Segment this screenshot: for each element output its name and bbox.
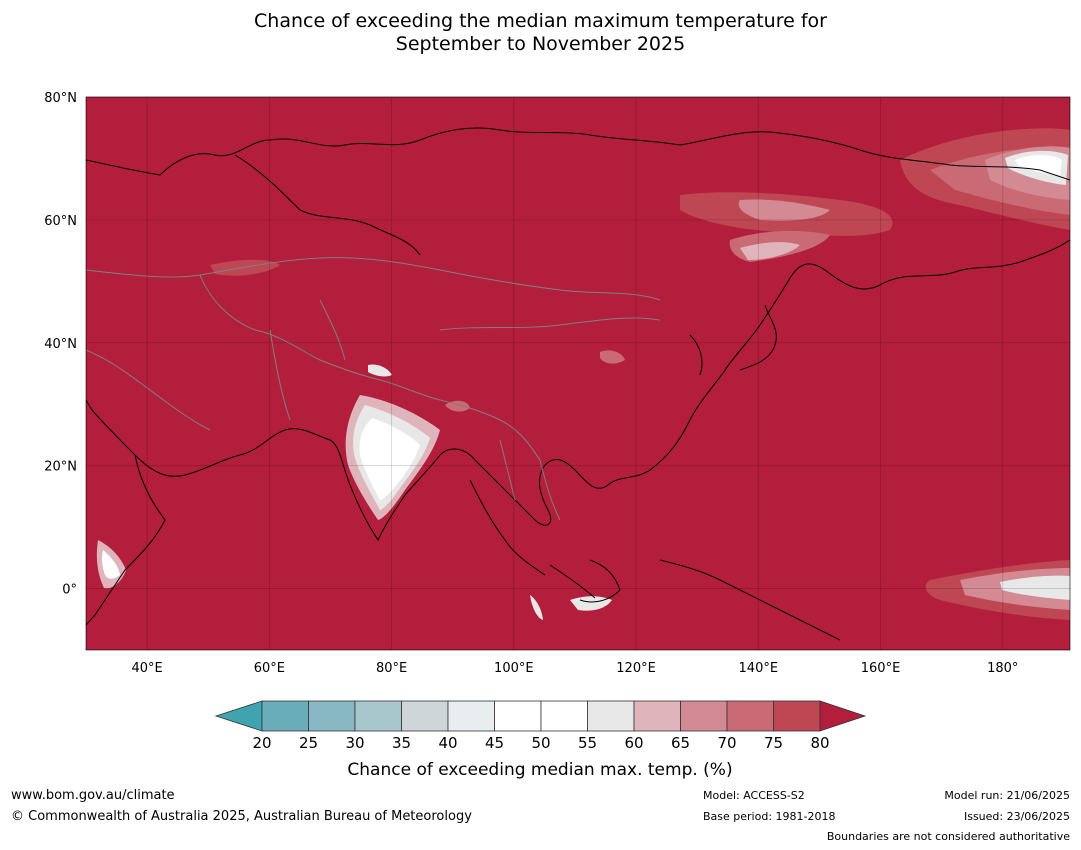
- colorbar-tick-label: 60: [624, 734, 643, 752]
- colorbar-under-arrow: [214, 700, 263, 732]
- map-frame: [85, 96, 1071, 651]
- colorbar-tick-label: 30: [345, 734, 364, 752]
- coastlines: [86, 127, 1070, 641]
- lon-tick-label: 40°E: [131, 661, 162, 676]
- website-link[interactable]: www.bom.gov.au/climate: [11, 788, 175, 803]
- colorbar-tick-label: 20: [252, 734, 271, 752]
- colorbar-tick-label: 45: [485, 734, 504, 752]
- disclaimer-text: Boundaries are not considered authoritat…: [826, 830, 1070, 843]
- colorbar-segment: [401, 700, 449, 732]
- latitude-labels: 80°N 60°N 40°N 20°N 0°: [44, 91, 77, 598]
- colorbar-segment: [773, 700, 821, 732]
- colorbar-segment: [680, 700, 728, 732]
- lat-tick-label: 80°N: [44, 91, 77, 106]
- colorbar-segment: [494, 700, 542, 732]
- model-run-text: Model run: 21/06/2025: [944, 789, 1070, 802]
- lon-tick-label: 100°E: [494, 661, 534, 676]
- lon-tick-label: 80°E: [376, 661, 407, 676]
- probability-overlays: [86, 127, 1070, 641]
- colorbar-over-arrow: [819, 700, 867, 732]
- colorbar-label: Chance of exceeding median max. temp. (%…: [347, 760, 732, 780]
- lat-tick-label: 40°N: [44, 337, 77, 352]
- lon-tick-label: 60°E: [254, 661, 285, 676]
- colorbar-tick-label: 40: [438, 734, 457, 752]
- lon-tick-label: 180°: [987, 661, 1018, 676]
- colorbar-tick-label: 70: [717, 734, 736, 752]
- model-text: Model: ACCESS-S2: [703, 789, 805, 802]
- issued-text: Issued: 23/06/2025: [963, 810, 1070, 823]
- map-area: [86, 97, 1070, 650]
- colorbar-tick-label: 35: [392, 734, 411, 752]
- colorbar-tick-label: 50: [531, 734, 550, 752]
- copyright-text: © Commonwealth of Australia 2025, Austra…: [11, 809, 472, 824]
- colorbar-tick-label: 75: [764, 734, 783, 752]
- base-period-text: Base period: 1981-2018: [703, 810, 836, 823]
- lon-tick-label: 120°E: [616, 661, 656, 676]
- colorbar-tick-label: 65: [671, 734, 690, 752]
- colorbar-tick-label: 80: [810, 734, 829, 752]
- colorbar-tick-label: 25: [299, 734, 318, 752]
- colorbar-segment: [540, 700, 588, 732]
- colorbar-segment: [726, 700, 774, 732]
- lon-tick-label: 140°E: [739, 661, 779, 676]
- gridlines: [86, 96, 1070, 650]
- colorbar-segment: [447, 700, 495, 732]
- lat-tick-label: 60°N: [44, 214, 77, 229]
- colorbar-segment: [633, 700, 681, 732]
- map-title-line-1: Chance of exceeding the median maximum t…: [254, 10, 827, 32]
- colorbar-tick-label: 55: [578, 734, 597, 752]
- colorbar-segment: [261, 700, 309, 732]
- lon-tick-label: 160°E: [861, 661, 901, 676]
- colorbar-segment: [587, 700, 635, 732]
- longitude-labels: 40°E 60°E 80°E 100°E 120°E 140°E 160°E 180°: [131, 661, 1018, 676]
- map-title-line-2: September to November 2025: [395, 33, 686, 55]
- colorbar-segment: [354, 700, 402, 732]
- lat-tick-label: 0°: [62, 583, 77, 598]
- colorbar-segment: [308, 700, 356, 732]
- country-borders: [86, 257, 661, 521]
- lat-tick-label: 20°N: [44, 460, 77, 475]
- colorbar: 20 25 30 35 40 45 50 55 60 65 70 75 80: [214, 700, 867, 752]
